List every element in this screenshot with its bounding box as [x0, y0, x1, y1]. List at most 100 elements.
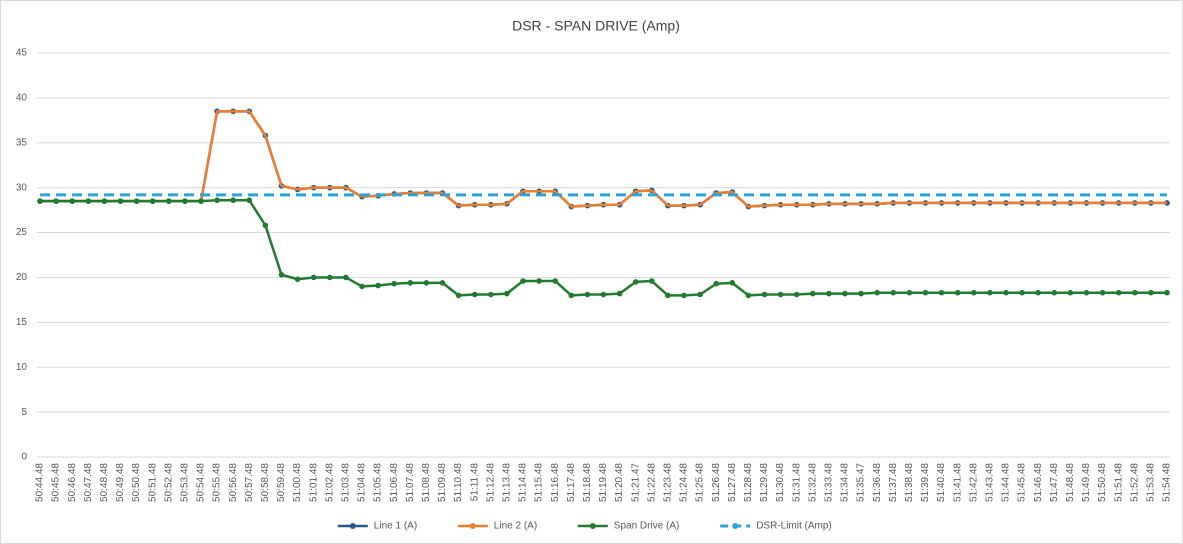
point-marker	[85, 198, 92, 204]
point-marker	[616, 290, 623, 297]
y-tick-label: 40	[16, 93, 28, 104]
point-marker	[278, 271, 285, 278]
point-marker	[842, 290, 848, 297]
point-marker	[423, 280, 430, 286]
point-marker	[488, 291, 494, 298]
x-tick-label: 51:44.48	[1001, 463, 1012, 502]
x-tick-label: 51:38.48	[904, 463, 915, 502]
x-tick-label: 51:35.47	[856, 463, 867, 502]
point-marker	[149, 198, 156, 204]
x-tick-label: 50:45.48	[51, 463, 62, 502]
x-tick-label: 50:50.48	[131, 463, 142, 502]
point-marker	[971, 289, 977, 296]
point-marker	[53, 198, 59, 204]
x-tick-label: 51:23.48	[663, 463, 674, 502]
x-tick-label: 50:51.48	[147, 463, 158, 502]
point-marker	[536, 278, 542, 284]
x-tick-label: 50:48.48	[99, 463, 110, 502]
x-tick-label: 51:41.48	[952, 463, 963, 502]
x-tick-label: 51:25.48	[695, 463, 706, 502]
x-tick-label: 51:05.48	[373, 463, 384, 502]
x-tick-label: 51:00.48	[292, 463, 303, 502]
point-marker	[1115, 289, 1122, 296]
x-tick-label: 51:15.48	[534, 463, 545, 502]
x-tick-label: 51:45.48	[1017, 463, 1028, 502]
x-tick-label: 51:10.48	[453, 463, 464, 502]
point-marker	[214, 197, 220, 204]
point-marker	[133, 198, 140, 204]
point-marker	[1051, 289, 1058, 296]
y-tick-label: 0	[21, 452, 27, 463]
legend-label: Line 1 (A)	[374, 521, 417, 532]
x-tick-label: 51:06.48	[389, 463, 400, 502]
x-tick-label: 51:53.48	[1146, 463, 1157, 502]
x-tick-label: 50:53.48	[180, 463, 191, 502]
x-tick-label: 50:58.48	[260, 463, 271, 502]
x-tick-label: 51:17.48	[566, 463, 577, 502]
point-marker	[568, 292, 575, 299]
point-marker	[1003, 289, 1009, 296]
x-tick-label: 51:26.48	[711, 463, 722, 502]
point-marker	[697, 291, 703, 298]
point-marker	[906, 289, 913, 296]
x-tick-label: 51:04.48	[357, 463, 368, 502]
x-tick-label: 51:54.48	[1162, 463, 1173, 502]
y-tick-label: 30	[16, 182, 28, 193]
point-marker	[810, 290, 816, 297]
point-marker	[455, 292, 462, 299]
point-marker	[69, 198, 75, 204]
x-tick-label: 50:54.48	[196, 463, 207, 502]
x-tick-label: 51:29.48	[759, 463, 770, 502]
x-tick-label: 51:40.48	[936, 463, 947, 502]
chart-title: DSR - SPAN DRIVE (Amp)	[512, 18, 680, 34]
x-tick-label: 51:39.48	[920, 463, 931, 502]
point-marker	[391, 280, 398, 287]
x-tick-label: 51:32.48	[807, 463, 818, 502]
x-tick-label: 51:22.48	[646, 463, 657, 502]
point-marker	[310, 274, 317, 281]
point-marker	[761, 291, 768, 298]
point-marker	[1132, 289, 1138, 296]
point-marker	[1148, 289, 1154, 296]
y-tick-label: 45	[16, 48, 28, 59]
point-marker	[262, 222, 269, 229]
point-marker	[1083, 289, 1090, 296]
point-marker	[166, 198, 172, 204]
legend-marker	[589, 523, 596, 529]
point-marker	[600, 291, 607, 298]
point-marker	[1164, 289, 1170, 296]
point-marker	[294, 276, 301, 283]
point-marker	[552, 278, 558, 284]
point-marker	[246, 197, 253, 204]
x-tick-label: 51:13.48	[502, 463, 513, 502]
x-tick-label: 51:36.48	[872, 463, 883, 502]
point-marker	[1067, 289, 1074, 296]
series-line	[40, 110, 1167, 208]
point-marker	[343, 274, 349, 281]
point-marker	[327, 274, 333, 281]
point-marker	[649, 278, 655, 284]
point-marker	[584, 291, 591, 298]
x-tick-label: 51:34.48	[840, 463, 851, 502]
point-marker	[230, 197, 236, 204]
x-tick-label: 51:16.48	[550, 463, 561, 502]
point-marker	[938, 289, 945, 296]
point-marker	[987, 289, 993, 296]
x-tick-label: 51:02.48	[324, 463, 335, 502]
legend-label: Line 2 (A)	[494, 521, 537, 532]
y-tick-label: 35	[16, 137, 28, 148]
point-marker	[777, 291, 784, 298]
y-tick-label: 10	[16, 362, 28, 373]
x-tick-label: 50:57.48	[244, 463, 255, 502]
point-marker	[198, 198, 204, 204]
x-tick-label: 51:46.48	[1033, 463, 1044, 502]
x-tick-label: 51:49.48	[1081, 463, 1092, 502]
x-tick-label: 51:42.48	[968, 463, 979, 502]
x-tick-label: 51:19.48	[598, 463, 609, 502]
point-marker	[439, 280, 446, 286]
x-tick-label: 51:51.48	[1113, 463, 1124, 502]
point-marker	[745, 292, 752, 299]
point-marker	[101, 198, 108, 204]
x-tick-label: 50:47.48	[83, 463, 94, 502]
point-marker	[665, 292, 671, 299]
